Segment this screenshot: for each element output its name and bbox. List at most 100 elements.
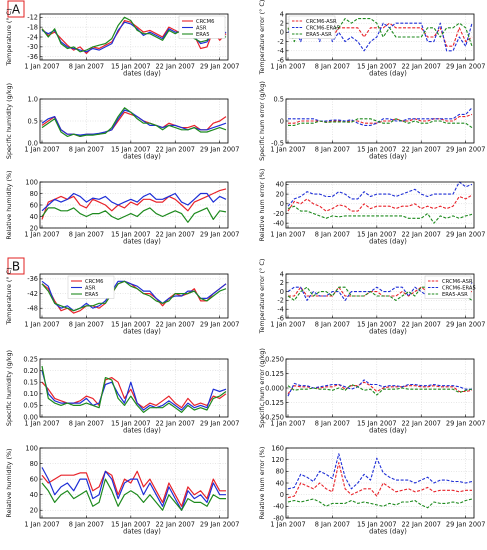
plot-frame: [285, 181, 475, 229]
y-axis-label: Temperature (° C): [5, 8, 13, 66]
plot-frame: [39, 358, 229, 418]
x-tick-label: 1 Jan 2007: [24, 231, 59, 239]
y-axis-label: Specific hum error (g/kg): [258, 81, 266, 161]
x-tick-label: 22 Jan 2007: [155, 521, 195, 529]
x-tick-label: 15 Jan 2007: [111, 521, 151, 529]
y-axis-label: Specific hum error (g/kg): [258, 348, 266, 428]
x-tick-label: 15 Jan 2007: [111, 63, 151, 71]
legend-box: [288, 15, 336, 39]
y-tick-label: 2: [280, 20, 284, 28]
x-tick-label: 1 Jan 2007: [270, 146, 305, 154]
x-tick-label: 29 Jan 2007: [200, 63, 240, 71]
x-tick-label: 1 Jan 2007: [24, 63, 59, 71]
x-axis-label: dates (day): [369, 528, 407, 536]
y-tick-label: 0: [280, 288, 284, 296]
x-tick-label: 22 Jan 2007: [155, 146, 195, 154]
legend-entry: ASR: [196, 25, 207, 31]
y-tick-label: 40: [30, 213, 38, 221]
series-line-era5-asr: [287, 205, 473, 224]
panel-label-box: [7, 257, 25, 275]
y-tick-label: -2: [277, 38, 284, 46]
y-tick-label: 0.5: [28, 117, 39, 125]
series-line-era5-asr: [288, 118, 473, 129]
x-tick-label: 8 Jan 2007: [69, 321, 104, 329]
legend-entry: ASR: [85, 285, 96, 291]
x-tick-label: 8 Jan 2007: [69, 231, 104, 239]
plot-frame: [285, 13, 475, 61]
series-line-era5: [41, 16, 227, 53]
series-line-era5-asr: [287, 498, 473, 509]
x-tick-label: 15 Jan 2007: [357, 521, 397, 529]
chart-9: 0.25 0.20 0.15 0.10 0.05 0.001 Jan 2007 8 Jan …: [5, 350, 239, 435]
series-line-asr: [41, 192, 227, 212]
series-line-crcm6-asr: [287, 381, 473, 395]
series-line-asr: [41, 467, 226, 511]
series-line-crcm6: [41, 188, 227, 220]
y-tick-label: 0: [280, 29, 284, 37]
y-tick-label: 160: [271, 444, 284, 452]
y-tick-label: -24: [27, 33, 38, 41]
y-tick-label: -6: [277, 314, 284, 322]
x-tick-label: 1 Jan 2007: [24, 321, 59, 329]
charts: -12-18-24-30-361 Jan 2007 8 Jan 2007 15 Ja…: [5, 0, 485, 536]
y-axis-label: Relative hum error (%): [258, 169, 266, 242]
legend-entry: ERA5: [196, 32, 210, 38]
y-tick-label: 20: [30, 507, 38, 515]
x-tick-label: 15 Jan 2007: [357, 146, 397, 154]
y-tick-label: 80: [30, 460, 38, 468]
x-axis-label: dates (day): [123, 70, 161, 78]
y-axis-label: Relative humidity (%): [5, 170, 13, 239]
y-tick-label: -4: [277, 47, 284, 55]
y-tick-label: 0.20: [23, 367, 38, 375]
y-axis-label: Temperature error (° C): [258, 259, 266, 335]
y-tick-label: 0.05: [23, 402, 38, 410]
x-tick-label: 8 Jan 2007: [69, 146, 104, 154]
y-tick-label: 4: [280, 270, 284, 278]
plot-frame: [39, 447, 229, 519]
x-tick-label: 15 Jan 2007: [111, 231, 151, 239]
x-tick-label: 29 Jan 2007: [200, 521, 240, 529]
series-line-crcm6-asr: [287, 22, 473, 47]
x-tick-label: 29 Jan 2007: [446, 321, 486, 329]
series-line-asr: [41, 370, 227, 411]
y-tick-label: 100: [25, 444, 38, 452]
legend-box: [67, 275, 115, 299]
x-tick-label: 29 Jan 2007: [446, 420, 486, 428]
y-tick-label: -20: [273, 210, 284, 218]
x-tick-label: 22 Jan 2007: [155, 420, 195, 428]
y-tick-label: 0.250: [265, 355, 284, 363]
panel-label: A: [12, 3, 21, 17]
series-line-asr: [41, 109, 227, 136]
y-tick-label: 0.125: [265, 370, 284, 378]
y-tick-label: 40: [276, 479, 284, 487]
x-tick-label: 29 Jan 2007: [446, 231, 486, 239]
series-line-era5: [41, 207, 227, 223]
y-tick-label: 0.10: [23, 390, 38, 398]
x-tick-label: 22 Jan 2007: [155, 63, 195, 71]
series-line-era5: [41, 478, 226, 511]
x-tick-label: 15 Jan 2007: [111, 420, 151, 428]
series-line-crcm6-asr: [288, 286, 472, 297]
legend-entry: CRCM6-ERA5: [306, 25, 340, 31]
legend-box: [178, 15, 226, 39]
x-axis-label: dates (day): [123, 528, 161, 536]
x-axis-label: dates (day): [369, 328, 407, 336]
y-tick-label: -12: [27, 14, 38, 22]
x-tick-label: 29 Jan 2007: [200, 420, 240, 428]
y-axis-label: Temperature error (° C): [258, 0, 266, 75]
panel-label: B: [12, 260, 20, 274]
y-tick-label: 2: [280, 279, 284, 287]
y-tick-label: -36: [27, 53, 38, 61]
x-tick-label: 8 Jan 2007: [315, 231, 350, 239]
series-line-crcm6-era5: [288, 107, 473, 126]
series-line-crcm6-asr: [287, 462, 472, 499]
chart-7: -36 -42 -48 1 Jan 2007 8 Jan 2007 15 Jan 2007…: [5, 267, 239, 335]
y-tick-label: -30: [27, 43, 38, 51]
series-line-era5: [41, 365, 227, 413]
series-line-crcm6-era5: [287, 379, 472, 397]
series-line-era5: [41, 280, 227, 312]
y-tick-label: -80: [273, 514, 284, 522]
